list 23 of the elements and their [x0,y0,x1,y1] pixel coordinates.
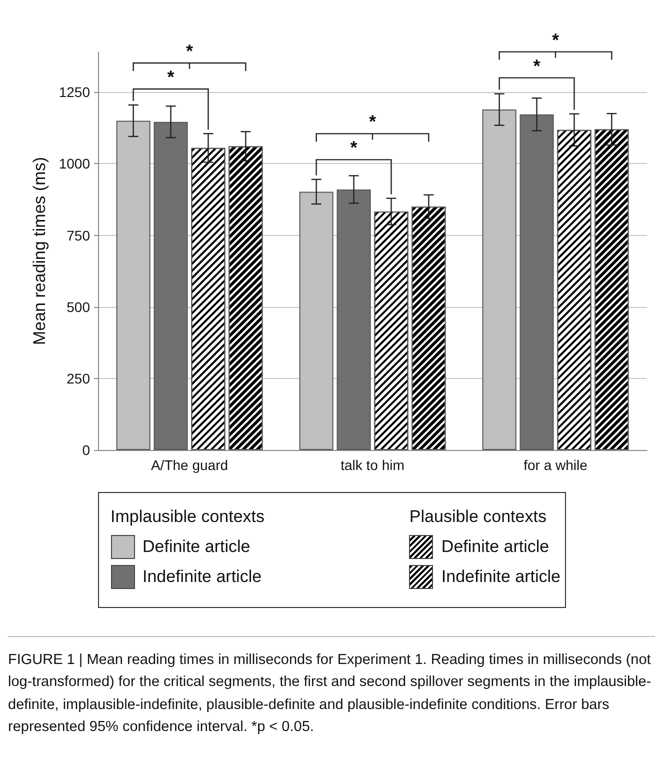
y-tick-label: 500 [66,298,90,315]
text: Implausible contexts [110,507,265,527]
text: * [552,30,560,50]
x-tick-label: for a while [524,457,588,473]
y-tick-label: 250 [66,370,90,386]
legend-label: Definite article [142,537,250,557]
annotation: * [350,138,358,158]
y-tick-label: 1000 [58,156,90,172]
x-tick-label: A/The guard [150,457,228,473]
y-tick-label: 0 [82,442,90,458]
annotation: * [533,56,540,76]
y-tick-label: 1250 [58,84,90,100]
x-tick-label: talk to him [340,457,404,473]
legend-label: Indefinite article [142,567,262,587]
text: Plausible contexts [409,507,548,527]
legend-label: Definite article [441,537,550,557]
caption: FIGURE 1 | Mean reading times in milliseconds for Experiment 1. Reading times in milliseconds (not log-transformed) for the critical segments, the first and second spillover segments in the implausible-definite, implausible-indefinite, plausible-definite and plausible-indefinite conditions. Error bars represented 95% confidence interval. *p < 0.05. [8,651,652,738]
y-axis-title: Mean reading times (ms) [30,156,49,346]
annotation: * [368,112,376,132]
legend-label: Indefinite article [441,567,560,587]
annotation: * [186,40,194,61]
y-tick-label: 750 [66,227,90,244]
annotation: * [167,66,174,87]
